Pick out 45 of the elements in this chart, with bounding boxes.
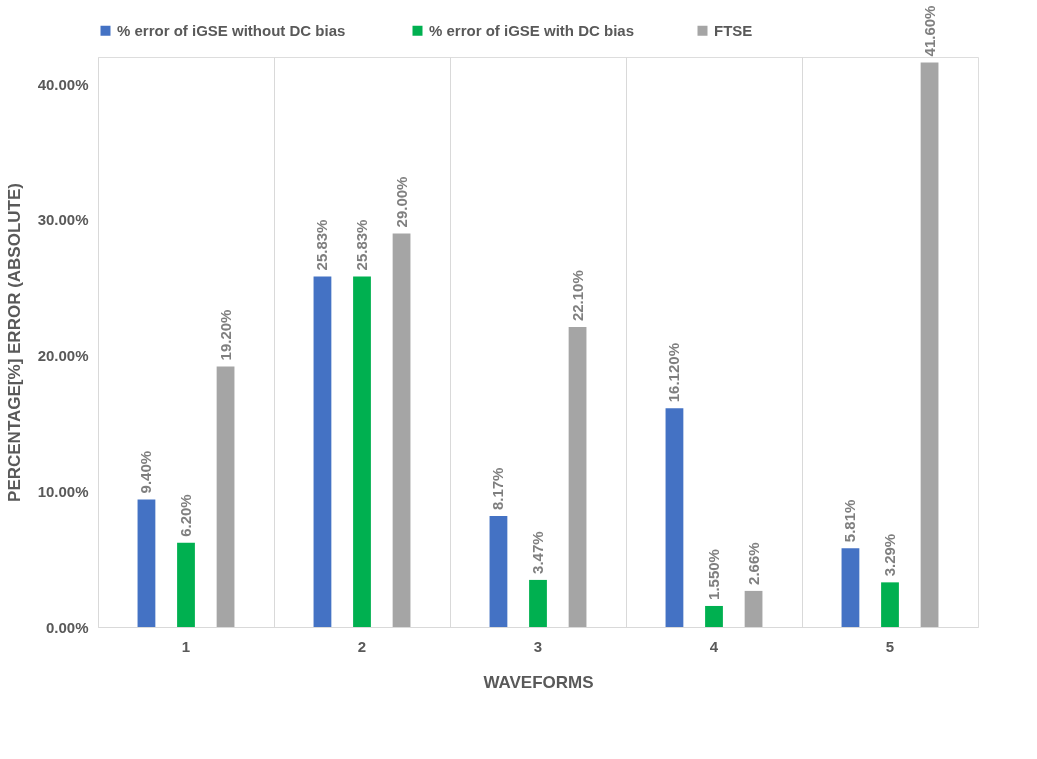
data-label: 6.20%	[177, 494, 194, 537]
bar	[568, 327, 587, 627]
x-tick-label: 2	[357, 637, 367, 655]
bar	[841, 548, 860, 627]
y-tick-label: 0.00%	[45, 618, 89, 636]
data-label: 25.83%	[353, 219, 370, 271]
bar	[705, 605, 723, 627]
y-tick-label: 40.00%	[37, 75, 89, 93]
legend-label: FTSE	[714, 21, 753, 39]
bar	[665, 408, 684, 627]
bar	[881, 582, 899, 627]
bar	[313, 276, 332, 627]
bar	[392, 233, 411, 627]
bar	[216, 366, 235, 627]
x-tick-label: 5	[885, 637, 895, 655]
data-label: 5.81%	[841, 499, 859, 543]
y-axis-title: PERCENTAGE[%] ERROR (ABSOLUTE)	[4, 183, 24, 502]
bar	[177, 542, 195, 627]
data-label: 25.83%	[313, 219, 331, 271]
legend-label: % error of iGSE without DC bias	[117, 21, 346, 39]
data-label: 2.66%	[744, 542, 762, 585]
data-label: 16.120%	[665, 343, 683, 403]
x-axis-title: WAVEFORMS	[483, 672, 594, 692]
bar	[353, 276, 371, 627]
bar	[920, 62, 939, 627]
x-tick-label: 3	[533, 637, 543, 655]
data-label: 29.00%	[392, 176, 410, 228]
y-tick-label: 20.00%	[37, 347, 89, 365]
bar	[137, 499, 156, 627]
data-label: 9.40%	[137, 450, 155, 494]
data-label: 8.17%	[489, 467, 507, 511]
y-tick-label: 30.00%	[37, 211, 89, 229]
x-tick-label: 1	[181, 637, 191, 655]
data-label: 41.60%	[920, 5, 938, 57]
bar	[744, 590, 763, 627]
bar	[489, 516, 508, 627]
data-label: 3.29%	[881, 533, 898, 577]
data-label: 3.47%	[529, 531, 546, 574]
x-tick-label: 4	[709, 637, 719, 655]
y-tick-label: 10.00%	[37, 482, 89, 500]
data-label: 19.20%	[216, 309, 234, 361]
data-label: 22.10%	[568, 270, 586, 322]
data-label: 1.550%	[705, 549, 722, 600]
bar	[529, 579, 547, 627]
legend-label: % error of iGSE with DC bias	[429, 21, 635, 39]
